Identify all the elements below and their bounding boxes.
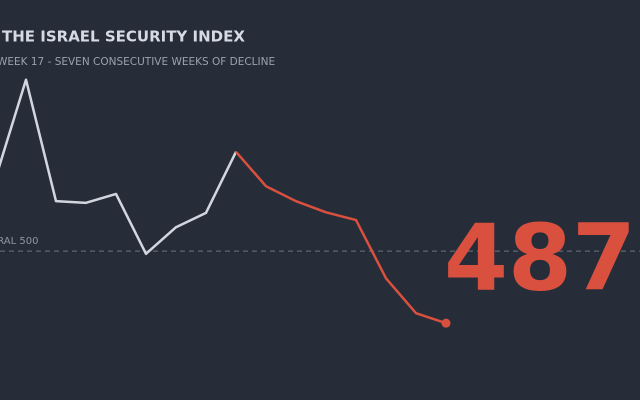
series-line xyxy=(0,78,238,256)
series-line xyxy=(235,151,447,325)
chart-subtitle: WEEK 17 - SEVEN CONSECUTIVE WEEKS OF DEC… xyxy=(0,56,275,68)
current-value: 487 xyxy=(444,204,636,311)
reference-label: NEUTRAL 500 xyxy=(0,236,38,247)
end-dot xyxy=(441,318,451,328)
chart-title: THE ISRAEL SECURITY INDEX xyxy=(2,28,245,46)
